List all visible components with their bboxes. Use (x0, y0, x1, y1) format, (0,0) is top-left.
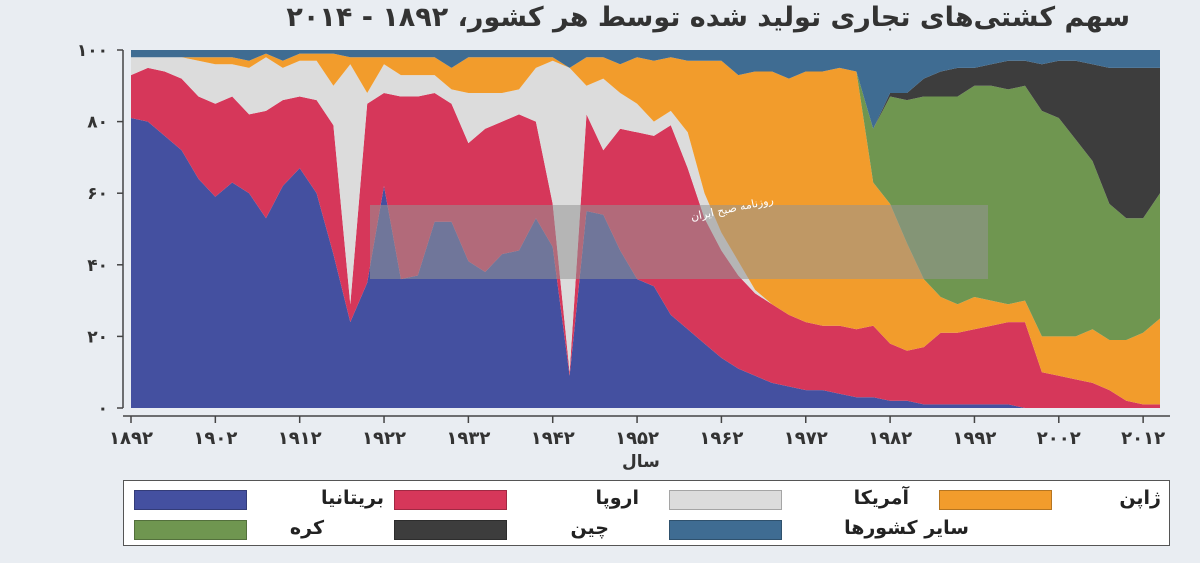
area-series-2 (131, 57, 1160, 405)
y-tick-label: ۲۰ (87, 327, 108, 347)
area-series-5 (131, 53, 1160, 219)
legend-item-japan: ژاپن (939, 487, 1161, 513)
legend-item-korea: کره (124, 517, 324, 543)
y-tick-group: ۰ ۲۰ ۴۰ ۶۰ ۸۰ ۱۰۰ (77, 41, 123, 419)
x-tick-label: ۱۹۷۲ (784, 428, 828, 449)
legend-item-others: سایر کشورها (669, 517, 969, 543)
legend-label-china: چین (570, 517, 609, 539)
y-tick-label: ۰ (98, 399, 108, 419)
x-tick-label: ۱۹۹۲ (952, 428, 996, 449)
legend-label-others: سایر کشورها (844, 517, 969, 539)
x-tick-label: ۱۹۰۲ (193, 428, 237, 449)
legend-swatch-japan (939, 490, 1052, 510)
legend-label-britain: بریتانیا (320, 487, 384, 509)
legend-swatch-europe (394, 490, 507, 510)
watermark-band (370, 205, 988, 279)
x-tick-label: ۱۹۶۲ (699, 428, 743, 449)
y-tick-label: ۴۰ (87, 256, 108, 276)
x-axis-label: سال (622, 452, 660, 472)
legend-label-america: آمریکا (853, 487, 909, 509)
x-tick-group: ۱۸۹۲ ۱۹۰۲ ۱۹۱۲ ۱۹۲۲ ۱۹۳۲ ۱۹۴۲ ۱۹۵۲ ۱۹۶۲ ۱۹۷۲ ۱۹۸۲… (109, 416, 1165, 449)
legend-item-china: چین (394, 517, 609, 543)
legend-swatch-britain (134, 490, 247, 510)
area-series-3 (131, 53, 1160, 405)
legend-swatch-korea (134, 520, 247, 540)
x-tick-label: ۱۸۹۲ (109, 428, 153, 449)
x-tick-label: ۱۹۵۲ (615, 428, 659, 449)
legend-swatch-china (394, 520, 507, 540)
y-tick-label: ۱۰۰ (77, 41, 108, 61)
x-tick-label: ۲۰۰۲ (1037, 428, 1081, 449)
x-tick-label: ۱۹۴۲ (531, 428, 575, 449)
area-series-6 (131, 50, 1160, 129)
area-series-0 (131, 118, 1160, 408)
area-series-4 (131, 53, 1160, 340)
legend-swatch-america (669, 490, 782, 510)
legend-label-korea: کره (289, 517, 324, 539)
x-tick-label: ۱۹۳۲ (446, 428, 490, 449)
legend: بریتانیا اروپا آمریکا ژاپن کره چین سایر … (123, 480, 1170, 546)
y-tick-label: ۸۰ (87, 113, 108, 133)
legend-item-america: آمریکا (669, 487, 909, 513)
legend-swatch-others (669, 520, 782, 540)
x-tick-label: ۲۰۱۲ (1121, 428, 1165, 449)
y-tick-label: ۶۰ (87, 184, 108, 204)
legend-label-japan: ژاپن (1119, 487, 1161, 509)
x-tick-label: ۱۹۸۲ (868, 428, 912, 449)
legend-item-britain: بریتانیا (124, 487, 384, 513)
legend-item-europe: اروپا (394, 487, 639, 513)
x-tick-label: ۱۹۲۲ (362, 428, 406, 449)
x-tick-label: ۱۹۱۲ (278, 428, 322, 449)
legend-label-europe: اروپا (595, 487, 639, 509)
chart-title: سهم کشتی‌های تجاری تولید شده توسط هر کشو… (286, 2, 1130, 33)
